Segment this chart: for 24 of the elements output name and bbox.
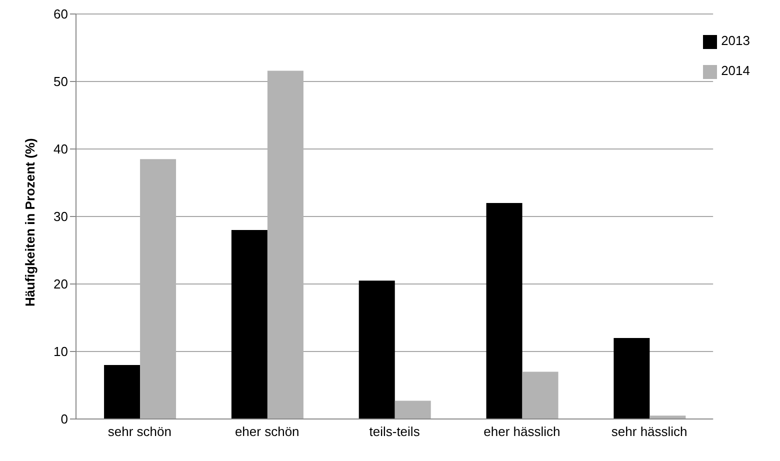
y-tick-label: 20: [54, 276, 68, 292]
bar: [358, 280, 395, 419]
bar: [104, 365, 140, 419]
x-tick-label: sehr hässlich: [611, 424, 688, 440]
x-tick-label: eher hässlich: [484, 424, 560, 440]
y-axis-title: Häufigkeiten in Prozent (%): [22, 138, 38, 306]
bar: [486, 203, 522, 419]
bar: [522, 372, 558, 419]
x-tick-label: teils-teils: [369, 424, 420, 440]
y-tick-label: 0: [60, 412, 68, 427]
y-tick-label: 30: [54, 209, 68, 224]
y-tick-label: 50: [54, 74, 68, 90]
legend-label: 2014: [721, 63, 750, 78]
x-tick-label: sehr schön: [108, 424, 172, 440]
y-tick-label: 10: [54, 344, 68, 360]
x-tick-label: eher schön: [234, 424, 300, 440]
bar: [140, 159, 176, 419]
bar: [231, 230, 268, 419]
y-tick-label: 40: [54, 142, 68, 157]
legend-label: 2013: [721, 33, 750, 48]
y-tick-label: 60: [54, 6, 68, 22]
bar: [394, 400, 431, 419]
bar: [614, 338, 650, 419]
bar: [267, 70, 304, 419]
